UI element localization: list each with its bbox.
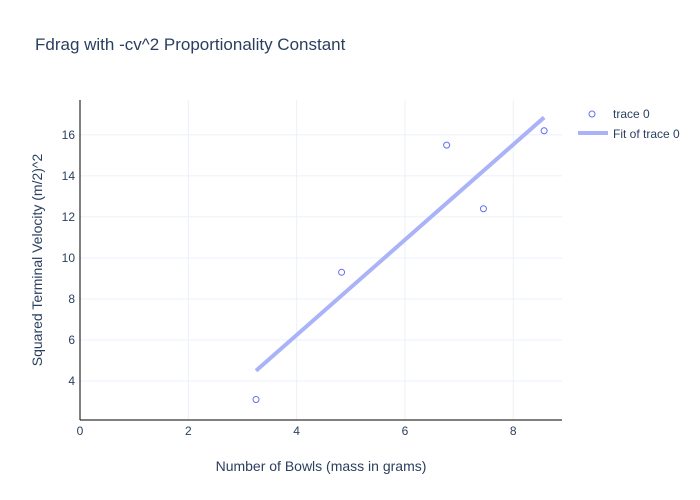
y-tick-label: 12 (62, 210, 76, 224)
y-tick-label: 16 (62, 128, 76, 142)
fit-line (254, 115, 546, 373)
legend-label-fit: Fit of trace 0 (613, 127, 680, 141)
legend-label-trace-0: trace 0 (613, 107, 650, 121)
scatter-points (252, 127, 548, 403)
y-tick-label: 14 (62, 169, 76, 183)
x-tick-label: 6 (402, 424, 409, 438)
legend-marker-circle (588, 110, 596, 118)
x-tick-label: 4 (293, 424, 300, 438)
x-tick-label: 8 (510, 424, 517, 438)
x-tick-labels: 0 2 4 6 8 (77, 424, 517, 438)
legend[interactable]: trace 0 Fit of trace 0 (578, 107, 680, 141)
data-point (540, 127, 548, 135)
y-tick-label: 6 (68, 333, 75, 347)
y-tick-labels: 4 6 8 10 12 14 16 (62, 128, 76, 388)
y-axis-title: Squared Terminal Velocity (m/2)^2 (29, 154, 45, 367)
data-point (252, 395, 260, 403)
y-tick-label: 4 (68, 374, 75, 388)
legend-item-fit[interactable]: Fit of trace 0 (578, 127, 680, 141)
y-tick-label: 8 (68, 292, 75, 306)
legend-item-trace-0[interactable]: trace 0 (588, 107, 650, 121)
x-tick-label: 2 (185, 424, 192, 438)
fit-line-layer (254, 115, 546, 373)
data-point (338, 268, 346, 276)
x-tick-label: 0 (77, 424, 84, 438)
chart-title: Fdrag with -cv^2 Proportionality Constan… (35, 35, 346, 54)
grid (80, 100, 562, 420)
data-point (479, 205, 487, 213)
y-tick-label: 10 (62, 251, 76, 265)
data-point (443, 141, 451, 149)
x-axis-title: Number of Bowls (mass in grams) (216, 458, 427, 474)
